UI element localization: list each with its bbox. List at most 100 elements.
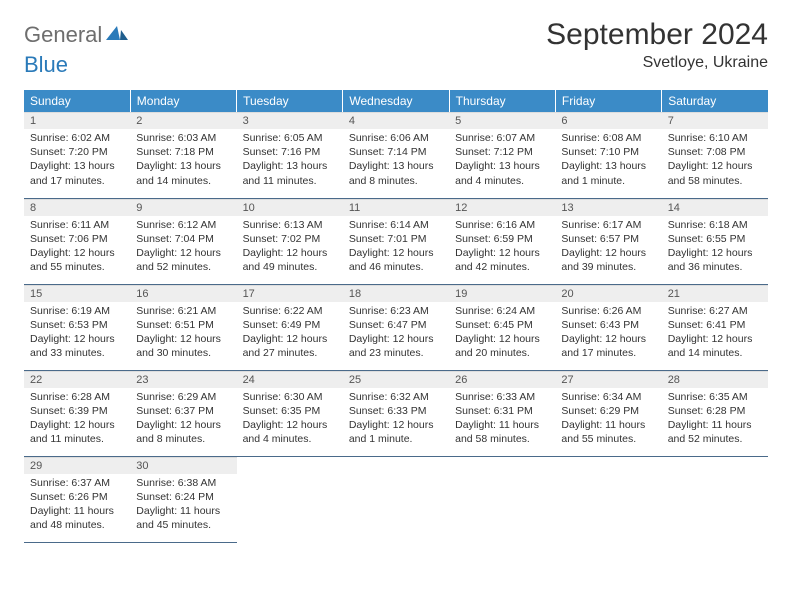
calendar-cell: 10Sunrise: 6:13 AMSunset: 7:02 PMDayligh… bbox=[237, 198, 343, 284]
calendar-cell bbox=[662, 456, 768, 542]
sunset-text: Sunset: 7:01 PM bbox=[349, 232, 443, 246]
day-body: Sunrise: 6:24 AMSunset: 6:45 PMDaylight:… bbox=[449, 302, 555, 365]
sunset-text: Sunset: 7:10 PM bbox=[561, 145, 655, 159]
calendar-cell: 6Sunrise: 6:08 AMSunset: 7:10 PMDaylight… bbox=[555, 112, 661, 198]
calendar-header-row: Sunday Monday Tuesday Wednesday Thursday… bbox=[24, 90, 768, 112]
day-number: 11 bbox=[343, 199, 449, 216]
calendar-cell: 7Sunrise: 6:10 AMSunset: 7:08 PMDaylight… bbox=[662, 112, 768, 198]
calendar-page: General September 2024 Svetloye, Ukraine… bbox=[0, 0, 792, 561]
daylight-line1: Daylight: 12 hours bbox=[349, 418, 443, 432]
sunrise-text: Sunrise: 6:28 AM bbox=[30, 390, 124, 404]
daylight-line1: Daylight: 12 hours bbox=[349, 332, 443, 346]
col-saturday: Saturday bbox=[662, 90, 768, 112]
calendar-cell: 13Sunrise: 6:17 AMSunset: 6:57 PMDayligh… bbox=[555, 198, 661, 284]
daylight-line1: Daylight: 11 hours bbox=[136, 504, 230, 518]
sunrise-text: Sunrise: 6:26 AM bbox=[561, 304, 655, 318]
calendar-row: 15Sunrise: 6:19 AMSunset: 6:53 PMDayligh… bbox=[24, 284, 768, 370]
sunset-text: Sunset: 7:18 PM bbox=[136, 145, 230, 159]
calendar-cell bbox=[555, 456, 661, 542]
daylight-line1: Daylight: 13 hours bbox=[349, 159, 443, 173]
sunrise-text: Sunrise: 6:27 AM bbox=[668, 304, 762, 318]
daylight-line1: Daylight: 11 hours bbox=[668, 418, 762, 432]
calendar-cell: 17Sunrise: 6:22 AMSunset: 6:49 PMDayligh… bbox=[237, 284, 343, 370]
day-body: Sunrise: 6:07 AMSunset: 7:12 PMDaylight:… bbox=[449, 129, 555, 192]
calendar-body: 1Sunrise: 6:02 AMSunset: 7:20 PMDaylight… bbox=[24, 112, 768, 542]
col-tuesday: Tuesday bbox=[237, 90, 343, 112]
day-body: Sunrise: 6:13 AMSunset: 7:02 PMDaylight:… bbox=[237, 216, 343, 279]
daylight-line2: and 14 minutes. bbox=[136, 174, 230, 188]
daylight-line1: Daylight: 13 hours bbox=[561, 159, 655, 173]
day-number: 8 bbox=[24, 199, 130, 216]
sunrise-text: Sunrise: 6:02 AM bbox=[30, 131, 124, 145]
logo: General bbox=[24, 22, 130, 48]
sunset-text: Sunset: 6:51 PM bbox=[136, 318, 230, 332]
daylight-line2: and 1 minute. bbox=[561, 174, 655, 188]
day-body: Sunrise: 6:19 AMSunset: 6:53 PMDaylight:… bbox=[24, 302, 130, 365]
location-subtitle: Svetloye, Ukraine bbox=[546, 54, 768, 72]
calendar-cell: 27Sunrise: 6:34 AMSunset: 6:29 PMDayligh… bbox=[555, 370, 661, 456]
day-number: 30 bbox=[130, 457, 236, 474]
day-number: 26 bbox=[449, 371, 555, 388]
daylight-line1: Daylight: 12 hours bbox=[136, 418, 230, 432]
day-body: Sunrise: 6:37 AMSunset: 6:26 PMDaylight:… bbox=[24, 474, 130, 537]
title-block: September 2024 Svetloye, Ukraine bbox=[546, 18, 768, 72]
sunrise-text: Sunrise: 6:38 AM bbox=[136, 476, 230, 490]
sunset-text: Sunset: 6:57 PM bbox=[561, 232, 655, 246]
sunrise-text: Sunrise: 6:34 AM bbox=[561, 390, 655, 404]
daylight-line2: and 30 minutes. bbox=[136, 346, 230, 360]
daylight-line1: Daylight: 12 hours bbox=[30, 418, 124, 432]
sunset-text: Sunset: 6:39 PM bbox=[30, 404, 124, 418]
day-body: Sunrise: 6:05 AMSunset: 7:16 PMDaylight:… bbox=[237, 129, 343, 192]
calendar-cell: 22Sunrise: 6:28 AMSunset: 6:39 PMDayligh… bbox=[24, 370, 130, 456]
sunset-text: Sunset: 6:55 PM bbox=[668, 232, 762, 246]
sunrise-text: Sunrise: 6:14 AM bbox=[349, 218, 443, 232]
day-body: Sunrise: 6:03 AMSunset: 7:18 PMDaylight:… bbox=[130, 129, 236, 192]
day-number: 14 bbox=[662, 199, 768, 216]
daylight-line2: and 8 minutes. bbox=[136, 432, 230, 446]
sunset-text: Sunset: 6:53 PM bbox=[30, 318, 124, 332]
calendar-row: 22Sunrise: 6:28 AMSunset: 6:39 PMDayligh… bbox=[24, 370, 768, 456]
day-number: 15 bbox=[24, 285, 130, 302]
day-body: Sunrise: 6:11 AMSunset: 7:06 PMDaylight:… bbox=[24, 216, 130, 279]
day-number: 25 bbox=[343, 371, 449, 388]
sunset-text: Sunset: 6:29 PM bbox=[561, 404, 655, 418]
sunrise-text: Sunrise: 6:29 AM bbox=[136, 390, 230, 404]
calendar-cell: 24Sunrise: 6:30 AMSunset: 6:35 PMDayligh… bbox=[237, 370, 343, 456]
day-number: 9 bbox=[130, 199, 236, 216]
sunset-text: Sunset: 6:37 PM bbox=[136, 404, 230, 418]
day-body: Sunrise: 6:12 AMSunset: 7:04 PMDaylight:… bbox=[130, 216, 236, 279]
sunset-text: Sunset: 6:26 PM bbox=[30, 490, 124, 504]
daylight-line2: and 55 minutes. bbox=[30, 260, 124, 274]
daylight-line1: Daylight: 12 hours bbox=[455, 246, 549, 260]
sunrise-text: Sunrise: 6:06 AM bbox=[349, 131, 443, 145]
day-number: 16 bbox=[130, 285, 236, 302]
daylight-line2: and 55 minutes. bbox=[561, 432, 655, 446]
calendar-cell: 26Sunrise: 6:33 AMSunset: 6:31 PMDayligh… bbox=[449, 370, 555, 456]
daylight-line2: and 52 minutes. bbox=[668, 432, 762, 446]
calendar-cell: 18Sunrise: 6:23 AMSunset: 6:47 PMDayligh… bbox=[343, 284, 449, 370]
col-wednesday: Wednesday bbox=[343, 90, 449, 112]
sunrise-text: Sunrise: 6:08 AM bbox=[561, 131, 655, 145]
day-number: 10 bbox=[237, 199, 343, 216]
day-number: 21 bbox=[662, 285, 768, 302]
daylight-line1: Daylight: 12 hours bbox=[349, 246, 443, 260]
day-body: Sunrise: 6:33 AMSunset: 6:31 PMDaylight:… bbox=[449, 388, 555, 451]
daylight-line2: and 33 minutes. bbox=[30, 346, 124, 360]
calendar-cell: 29Sunrise: 6:37 AMSunset: 6:26 PMDayligh… bbox=[24, 456, 130, 542]
daylight-line1: Daylight: 12 hours bbox=[668, 159, 762, 173]
sunrise-text: Sunrise: 6:12 AM bbox=[136, 218, 230, 232]
day-number: 3 bbox=[237, 112, 343, 129]
col-thursday: Thursday bbox=[449, 90, 555, 112]
calendar-row: 8Sunrise: 6:11 AMSunset: 7:06 PMDaylight… bbox=[24, 198, 768, 284]
sunrise-text: Sunrise: 6:19 AM bbox=[30, 304, 124, 318]
sunrise-text: Sunrise: 6:17 AM bbox=[561, 218, 655, 232]
calendar-cell: 4Sunrise: 6:06 AMSunset: 7:14 PMDaylight… bbox=[343, 112, 449, 198]
sunset-text: Sunset: 7:02 PM bbox=[243, 232, 337, 246]
calendar-cell: 15Sunrise: 6:19 AMSunset: 6:53 PMDayligh… bbox=[24, 284, 130, 370]
daylight-line2: and 4 minutes. bbox=[455, 174, 549, 188]
daylight-line2: and 45 minutes. bbox=[136, 518, 230, 532]
calendar-cell: 11 Sunrise: 6:14 AMSunset: 7:01 PMDayligh… bbox=[343, 198, 449, 284]
day-body: Sunrise: 6:21 AMSunset: 6:51 PMDaylight:… bbox=[130, 302, 236, 365]
calendar-cell: 19Sunrise: 6:24 AMSunset: 6:45 PMDayligh… bbox=[449, 284, 555, 370]
col-sunday: Sunday bbox=[24, 90, 130, 112]
